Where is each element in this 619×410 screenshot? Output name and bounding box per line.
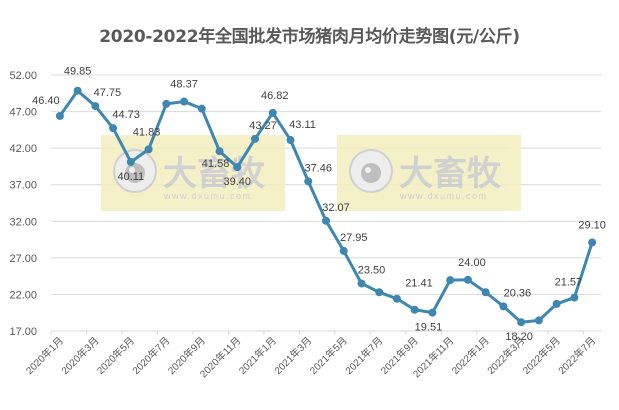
data-label: 21.41 — [405, 278, 433, 290]
y-tick-label: 32.00 — [9, 216, 37, 228]
data-point — [180, 97, 189, 106]
data-point — [588, 238, 597, 247]
data-label: 41.58 — [202, 158, 230, 170]
data-point — [251, 134, 260, 143]
x-tick-label: 2021年5月 — [307, 334, 350, 377]
data-label: 48.37 — [170, 79, 198, 91]
x-tick-label: 2020年3月 — [58, 334, 101, 377]
data-label: 18.20 — [505, 331, 533, 343]
data-label: 49.85 — [64, 66, 92, 78]
data-point — [215, 147, 224, 156]
data-point — [126, 157, 135, 166]
data-label: 44.73 — [112, 109, 140, 121]
watermark-brand: 大畜牧 — [163, 154, 266, 194]
data-label: 46.40 — [32, 95, 60, 107]
y-tick-label: 52.00 — [9, 70, 37, 82]
data-label: 19.51 — [415, 322, 443, 334]
data-point — [233, 163, 242, 172]
data-label: 29.10 — [578, 219, 606, 231]
data-label: 47.75 — [94, 87, 122, 99]
x-tick-label: 2020年7月 — [129, 334, 172, 377]
watermark-url: www.dxumu.com — [399, 191, 488, 201]
x-tick-label: 2021年7月 — [342, 334, 385, 377]
data-label: 21.57 — [555, 277, 583, 289]
data-point — [339, 246, 348, 255]
data-label: 39.40 — [224, 176, 252, 188]
data-label: 40.11 — [117, 171, 144, 183]
data-point — [304, 177, 313, 186]
data-point — [268, 108, 277, 117]
data-label: 37.46 — [304, 162, 332, 174]
x-tick-label: 2021年3月 — [271, 334, 314, 377]
data-label: 27.95 — [340, 232, 368, 244]
x-tick-label: 2020年1月 — [23, 334, 66, 377]
data-label: 41.83 — [133, 126, 161, 138]
y-tick-label: 37.00 — [9, 180, 37, 192]
y-tick-label: 22.00 — [9, 289, 37, 301]
data-point — [375, 288, 384, 297]
data-label: 43.11 — [289, 119, 316, 131]
y-tick-label: 42.00 — [9, 143, 37, 155]
data-label: 20.36 — [504, 287, 532, 299]
data-point — [570, 293, 579, 302]
data-label: 32.07 — [322, 202, 350, 214]
data-point — [322, 216, 330, 225]
data-point — [55, 111, 64, 120]
data-point — [517, 318, 526, 327]
data-point — [463, 275, 472, 284]
y-tick-label: 27.00 — [9, 253, 37, 265]
data-point — [357, 279, 366, 288]
data-point — [162, 99, 171, 108]
data-label: 23.50 — [358, 264, 386, 276]
x-tick-label: 2022年7月 — [555, 334, 598, 377]
watermark-url: www.dxumu.com — [163, 191, 252, 201]
data-point — [552, 299, 561, 308]
x-tick-label: 2022年1月 — [449, 334, 492, 377]
data-label: 24.00 — [458, 257, 486, 269]
data-point — [73, 86, 82, 95]
data-point — [481, 288, 490, 297]
data-point — [286, 136, 295, 145]
chart-title: 2020-2022年全国批发市场猪肉月均价走势图(元/公斤) — [99, 27, 520, 47]
data-label: 43.27 — [249, 120, 277, 132]
data-point — [499, 302, 508, 311]
data-point — [446, 276, 455, 285]
x-tick-label: 2020年5月 — [94, 334, 137, 377]
data-point — [109, 124, 118, 133]
data-point — [91, 102, 100, 111]
data-point — [144, 145, 153, 154]
watermark-brand: 大畜牧 — [399, 154, 502, 194]
x-tick-label: 2021年1月 — [236, 334, 279, 377]
data-point — [534, 316, 543, 325]
data-point — [392, 294, 401, 303]
data-point — [197, 104, 206, 113]
y-tick-label: 47.00 — [9, 107, 37, 119]
y-tick-label: 17.00 — [9, 326, 37, 338]
data-label: 46.82 — [261, 90, 289, 102]
data-point — [410, 305, 419, 314]
data-point — [428, 308, 437, 317]
